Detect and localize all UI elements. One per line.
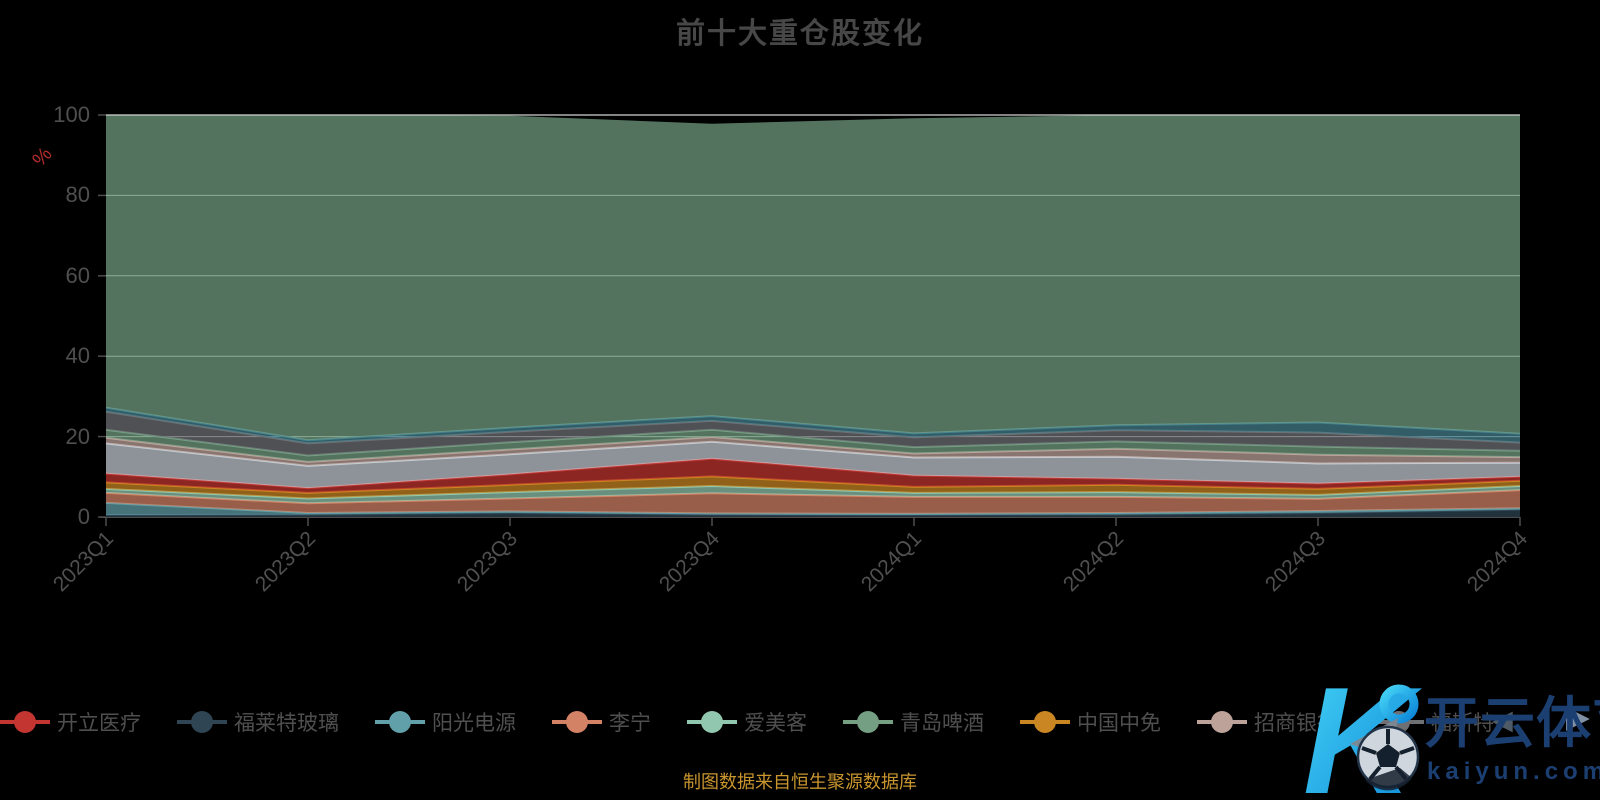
legend-item-7[interactable]: 招商银行 bbox=[1197, 707, 1338, 737]
legend-label: 招商银行 bbox=[1254, 712, 1338, 735]
area-series-3 bbox=[106, 486, 1520, 504]
legend-label: 中国中免 bbox=[1077, 712, 1161, 735]
y-axis-label: 40 bbox=[65, 343, 90, 369]
area-series-8 bbox=[106, 429, 1520, 462]
legend-marker-icon bbox=[375, 710, 425, 734]
legend-label: 爱美客 bbox=[744, 712, 807, 735]
y-axis-label: 60 bbox=[65, 262, 90, 288]
page-title: 前十大重仓股变化 bbox=[675, 18, 924, 50]
legend-item-1[interactable]: 福莱特玻璃 bbox=[177, 707, 339, 737]
area-series-6 bbox=[106, 441, 1520, 489]
y-axis-label: 0 bbox=[77, 504, 90, 529]
legend-label: 阳光电源 bbox=[432, 712, 516, 735]
legend-label: 福莱特玻璃 bbox=[234, 712, 339, 735]
legend-label: 青岛啤酒 bbox=[900, 712, 984, 735]
legend-pager-prev-icon[interactable]: ◀ bbox=[1492, 705, 1513, 735]
legend-label: 福斯特 bbox=[1431, 712, 1494, 735]
legend-item-5[interactable]: 青岛啤酒 bbox=[843, 707, 984, 737]
legend-pager-next-icon[interactable]: ▶ bbox=[1566, 699, 1590, 734]
area-series-11 bbox=[106, 115, 1520, 441]
y-axis-label: 20 bbox=[65, 423, 90, 449]
legend-item-6[interactable]: 中国中免 bbox=[1020, 707, 1161, 737]
legend-marker-icon bbox=[177, 710, 227, 734]
legend-marker-icon bbox=[687, 710, 737, 734]
watermark-logo: K 开云体育 kaiyun.com bbox=[1303, 656, 1600, 800]
legend-marker-icon bbox=[1020, 710, 1070, 734]
legend-label: 李宁 bbox=[609, 712, 651, 735]
area-series-5 bbox=[106, 458, 1520, 493]
area-series-9 bbox=[106, 411, 1520, 456]
area-series-0 bbox=[106, 509, 1520, 517]
watermark-domain-text: kaiyun.com bbox=[1427, 758, 1600, 785]
logo-swirl-icon bbox=[1379, 684, 1419, 724]
legend-marker-icon bbox=[552, 710, 602, 734]
area-series-2 bbox=[106, 490, 1520, 514]
area-series-4 bbox=[106, 476, 1520, 499]
legend-item-0[interactable]: 开立医疗 bbox=[0, 707, 141, 737]
y-axis-label: 80 bbox=[65, 182, 90, 208]
legend-item-4[interactable]: 爱美客 bbox=[687, 707, 807, 737]
legend-label: 开立医疗 bbox=[57, 712, 141, 735]
watermark-brand-text: 开云体育 bbox=[1424, 692, 1600, 754]
legend-marker-icon bbox=[1197, 710, 1247, 734]
data-source-note: 制图数据来自恒生聚源数据库 bbox=[683, 772, 917, 792]
legend-marker-icon bbox=[843, 710, 893, 734]
legend-item-3[interactable]: 李宁 bbox=[552, 707, 651, 737]
y-axis-label: 100 bbox=[53, 102, 90, 127]
legend: 开立医疗 福莱特玻璃 阳光电源 李宁 爱美客 青岛啤酒 中国中免 招商银行 福斯特 bbox=[0, 701, 1600, 743]
legend-item-2[interactable]: 阳光电源 bbox=[375, 707, 516, 737]
area-series-7 bbox=[106, 437, 1520, 466]
legend-marker-icon bbox=[0, 710, 50, 734]
football-icon bbox=[1350, 718, 1420, 791]
